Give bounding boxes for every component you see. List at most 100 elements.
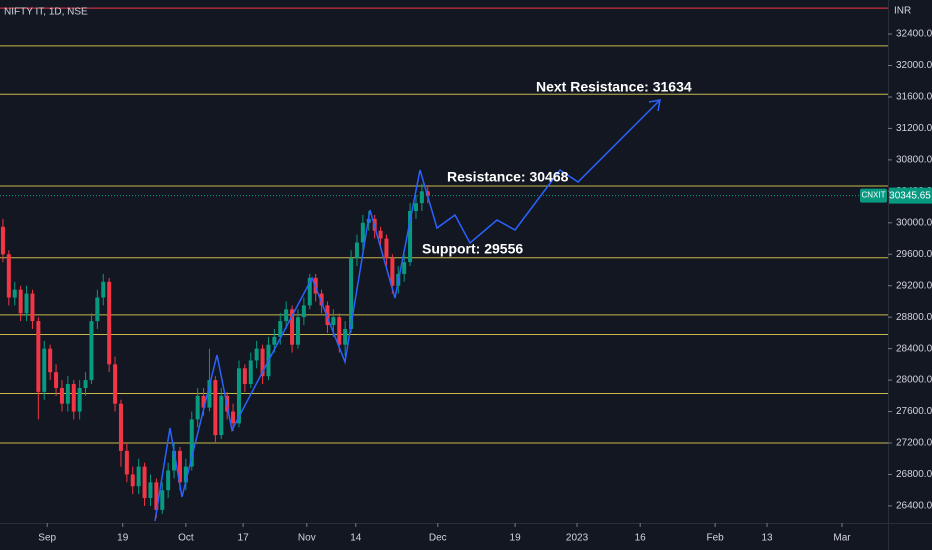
candle-body bbox=[325, 305, 330, 326]
candle-body bbox=[378, 230, 383, 239]
candle-body bbox=[148, 482, 153, 499]
candle-body bbox=[319, 293, 324, 306]
candle-body bbox=[30, 293, 35, 322]
chart-title: NIFTY IT, 1D, NSE bbox=[4, 7, 88, 18]
candle-body bbox=[183, 466, 188, 483]
y-tick-label: 29600.00 bbox=[896, 249, 932, 260]
x-tick-label: 16 bbox=[635, 533, 647, 544]
candle-body bbox=[0, 226, 5, 255]
candle-body bbox=[307, 277, 312, 306]
candle-body bbox=[136, 466, 141, 487]
candle-body bbox=[207, 380, 212, 408]
candle-body bbox=[278, 321, 283, 337]
y-tick-label: 30800.00 bbox=[896, 155, 932, 166]
price-tag: 30345.65 bbox=[889, 190, 931, 201]
y-tick-label: 27600.00 bbox=[896, 406, 932, 417]
candle-body bbox=[236, 368, 241, 424]
candle-body bbox=[18, 289, 23, 314]
price-tag-bg bbox=[889, 187, 932, 204]
candle-body bbox=[231, 411, 236, 424]
projection-path bbox=[154, 99, 661, 522]
x-tick-label: 2023 bbox=[566, 533, 589, 544]
candle-body bbox=[24, 293, 29, 314]
candle-body bbox=[101, 281, 106, 298]
candle-body bbox=[390, 258, 395, 286]
candle-body bbox=[177, 450, 182, 483]
candle-body bbox=[413, 203, 418, 212]
currency-label: INR bbox=[894, 6, 911, 17]
candle-body bbox=[343, 328, 348, 345]
x-tick-label: Dec bbox=[429, 533, 447, 544]
candle-body bbox=[89, 321, 94, 381]
x-tick-label: 19 bbox=[510, 533, 522, 544]
candle-body bbox=[154, 482, 159, 510]
candle-body bbox=[337, 317, 342, 345]
candle-body bbox=[65, 384, 70, 404]
candle-body bbox=[107, 281, 112, 365]
candle-body bbox=[272, 336, 277, 345]
y-tick-label: 28400.00 bbox=[896, 343, 932, 354]
candle-body bbox=[172, 450, 177, 471]
annotation: Support: 29556 bbox=[422, 241, 523, 257]
candle-body bbox=[295, 317, 300, 345]
x-tick-label: Feb bbox=[707, 533, 725, 544]
candle-body bbox=[425, 191, 430, 196]
candle-body bbox=[142, 466, 147, 499]
candle-body bbox=[95, 297, 100, 322]
y-tick-label: 29200.00 bbox=[896, 280, 932, 291]
candle-body bbox=[284, 309, 289, 322]
candle-body bbox=[113, 364, 118, 404]
candle-body bbox=[260, 348, 265, 377]
candle-body bbox=[349, 258, 354, 329]
y-tick-label: 26800.00 bbox=[896, 469, 932, 480]
y-tick-label: 30000.00 bbox=[896, 217, 932, 228]
annotation: Resistance: 30468 bbox=[447, 169, 569, 185]
candle-body bbox=[48, 348, 53, 373]
candle-body bbox=[71, 384, 76, 412]
candle-body bbox=[213, 380, 218, 436]
candle-body bbox=[331, 317, 336, 326]
symbol-tag: CNXIT bbox=[862, 191, 886, 200]
y-tick-label: 31600.00 bbox=[896, 92, 932, 103]
plot bbox=[0, 7, 888, 518]
x-tick-label: 13 bbox=[761, 533, 773, 544]
x-tick-label: 17 bbox=[238, 533, 250, 544]
candle-body bbox=[384, 238, 389, 259]
candle-body bbox=[59, 387, 64, 404]
y-tick-label: 28800.00 bbox=[896, 312, 932, 323]
candle-body bbox=[189, 419, 194, 467]
x-tick-label: Oct bbox=[178, 533, 194, 544]
candle-body bbox=[242, 368, 247, 385]
candle-body bbox=[354, 242, 359, 259]
candle-body bbox=[201, 395, 206, 408]
y-tick-label: 31200.00 bbox=[896, 123, 932, 134]
candle-body bbox=[419, 191, 424, 204]
candle-body bbox=[166, 470, 171, 491]
candle-body bbox=[6, 254, 11, 298]
candle-body bbox=[42, 348, 47, 392]
candle-body bbox=[402, 262, 407, 274]
candle-body bbox=[83, 380, 88, 388]
candle-body bbox=[360, 222, 365, 243]
x-tick-label: Nov bbox=[298, 533, 316, 544]
annotation: Next Resistance: 31634 bbox=[536, 79, 692, 95]
candle-body bbox=[290, 309, 295, 345]
candle-body bbox=[130, 474, 135, 487]
candle-body bbox=[36, 321, 41, 392]
x-tick-label: 19 bbox=[117, 533, 129, 544]
projection-arrowhead bbox=[648, 99, 661, 112]
candle-body bbox=[118, 403, 123, 451]
candle-body bbox=[219, 395, 224, 436]
candle-body bbox=[12, 289, 17, 298]
y-tick-label: 32000.00 bbox=[896, 60, 932, 71]
candle-body bbox=[248, 360, 253, 385]
symbol-tag-bg bbox=[860, 188, 887, 203]
candle-body bbox=[54, 372, 59, 388]
candle-body bbox=[77, 387, 82, 412]
candle-body bbox=[195, 395, 200, 420]
x-tick-label: Mar bbox=[833, 533, 851, 544]
x-tick-label: 14 bbox=[350, 533, 362, 544]
candle-body bbox=[160, 490, 165, 510]
